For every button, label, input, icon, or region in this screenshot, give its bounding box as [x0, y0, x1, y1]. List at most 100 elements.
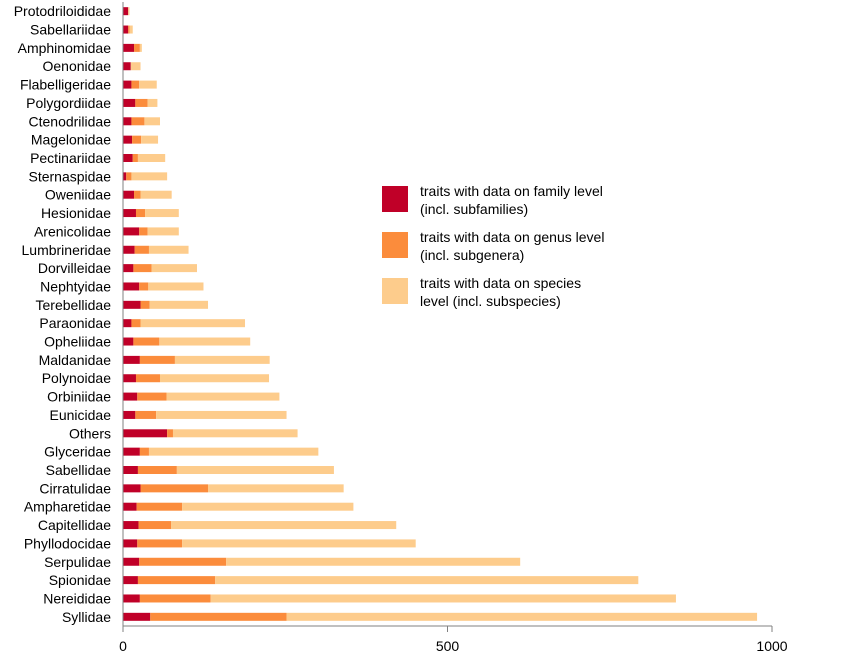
category-label-sabellidae: Sabellidae: [46, 462, 112, 478]
bar-segment-genus-maldanidae: [139, 355, 175, 364]
bar-segment-family-phyllodocidae: [123, 539, 138, 548]
category-label-paraonidae: Paraonidae: [39, 315, 111, 331]
bar-segment-species-sabellidae: [176, 466, 334, 474]
bar-segment-genus-pectinariidae: [132, 154, 138, 162]
legend-label-species-line1: traits with data on species: [420, 275, 582, 291]
category-label-eunicidae: Eunicidae: [50, 407, 112, 423]
bar-segment-family-nereididae: [123, 594, 140, 603]
bar-segment-species-hesionidae: [145, 209, 179, 218]
bar-segment-family-spionidae: [123, 576, 138, 585]
bar-segment-species-cirratulidae: [208, 484, 344, 493]
bar-segment-genus-sternaspidae: [126, 172, 132, 181]
bar-segment-species-sabellariidae: [129, 25, 133, 34]
bar-segment-species-oweniidae: [140, 190, 172, 199]
bar-segment-family-flabelligeridae: [123, 80, 132, 89]
bars-group: [123, 7, 758, 621]
category-label-maldanidae: Maldanidae: [39, 352, 112, 368]
x-axis-ticks: 0 500 1000: [119, 626, 788, 654]
bar-segment-family-oenonidae: [123, 62, 131, 71]
bar-segment-species-syllidae: [286, 612, 758, 621]
legend-item-family: traits with data on family level (incl. …: [382, 182, 632, 218]
bar-segment-family-eunicidae: [123, 410, 136, 419]
legend-label-genus-line2: (incl. subgenera): [420, 247, 525, 263]
bar-segment-family-others: [123, 429, 168, 438]
category-label-capitellidae: Capitellidae: [38, 517, 111, 533]
bar-segment-family-paraonidae: [123, 319, 132, 328]
legend-item-genus: traits with data on genus level (incl. s…: [382, 228, 632, 264]
category-label-spionidae: Spionidae: [49, 572, 111, 588]
category-label-protodriloididae: Protodriloididae: [14, 3, 111, 19]
bar-segment-family-terebellidae: [123, 300, 141, 309]
legend-label-family-line1: traits with data on family level: [420, 183, 603, 199]
bar-segment-genus-phyllodocidae: [137, 539, 183, 548]
bar-segment-species-ctenodrilidae: [144, 117, 160, 126]
bar-segment-species-arenicolidae: [147, 227, 179, 236]
bar-segment-family-ctenodrilidae: [123, 117, 132, 126]
bar-segment-genus-arenicolidae: [139, 227, 148, 236]
bar-segment-family-capitellidae: [123, 521, 139, 530]
bar-segment-family-maldanidae: [123, 355, 140, 364]
x-tick-label-0: 0: [119, 638, 127, 654]
bar-segment-genus-sabellidae: [137, 466, 177, 474]
category-label-polynoidae: Polynoidae: [42, 370, 111, 386]
bar-segment-family-polygordiidae: [123, 98, 136, 107]
category-label-orbiniidae: Orbiniidae: [47, 389, 111, 405]
legend-swatch-species: [382, 278, 408, 304]
bar-segment-genus-nereididae: [139, 594, 211, 603]
bar-segment-family-sabellariidae: [123, 25, 129, 34]
bar-segment-species-phyllodocidae: [182, 539, 416, 548]
bar-segment-genus-serpulidae: [139, 557, 227, 566]
bar-segment-family-sternaspidae: [123, 172, 127, 181]
bar-segment-species-glyceridae: [148, 447, 319, 456]
category-label-sternaspidae: Sternaspidae: [28, 168, 111, 184]
category-label-opheliidae: Opheliidae: [44, 334, 111, 350]
legend-item-species: traits with data on species level (incl.…: [382, 274, 632, 310]
bar-segment-genus-hesionidae: [135, 209, 146, 218]
bar-segment-family-cirratulidae: [123, 484, 141, 493]
legend-swatch-family: [382, 186, 408, 212]
category-label-arenicolidae: Arenicolidae: [34, 223, 111, 239]
bar-segment-genus-ampharetidae: [136, 502, 183, 511]
bar-segment-family-opheliidae: [123, 337, 134, 346]
category-label-ctenodrilidae: Ctenodrilidae: [29, 113, 112, 129]
category-label-dorvilleidae: Dorvilleidae: [38, 260, 111, 276]
bar-segment-genus-glyceridae: [139, 447, 149, 456]
bar-segment-species-opheliidae: [159, 337, 251, 346]
bar-segment-genus-polygordiidae: [135, 98, 148, 107]
x-tick-label-500: 500: [436, 638, 460, 654]
bar-segment-genus-nephtyidae: [139, 282, 149, 291]
category-label-flabelligeridae: Flabelligeridae: [20, 77, 111, 93]
bar-segment-genus-dorvilleidae: [133, 264, 152, 273]
category-label-oweniidae: Oweniidae: [45, 187, 111, 203]
bar-segment-species-spionidae: [215, 576, 639, 585]
bar-segment-family-protodriloididae: [123, 7, 129, 16]
bar-segment-species-nephtyidae: [148, 282, 204, 291]
bar-segment-family-serpulidae: [123, 557, 140, 566]
x-tick-label-1000: 1000: [756, 638, 787, 654]
bar-segment-genus-oweniidae: [134, 190, 141, 199]
bar-segment-genus-magelonidae: [132, 135, 142, 144]
legend-label-genus-line1: traits with data on genus level: [420, 229, 605, 245]
category-label-others: Others: [69, 425, 111, 441]
bar-segment-genus-flabelligeridae: [131, 80, 140, 89]
category-label-magelonidae: Magelonidae: [31, 132, 111, 148]
bar-segment-species-ampharetidae: [182, 502, 354, 511]
category-label-glyceridae: Glyceridae: [44, 444, 111, 460]
bar-segment-family-arenicolidae: [123, 227, 140, 236]
category-label-amphinomidae: Amphinomidae: [18, 40, 112, 56]
category-label-oenonidae: Oenonidae: [42, 58, 111, 74]
bar-segment-genus-lumbrineridae: [134, 245, 149, 254]
category-label-terebellidae: Terebellidae: [36, 297, 112, 313]
bar-segment-species-lumbrineridae: [148, 245, 189, 254]
bar-segment-species-polygordiidae: [147, 98, 158, 107]
bar-segment-family-nephtyidae: [123, 282, 140, 291]
bar-segment-species-flabelligeridae: [139, 80, 157, 89]
category-label-polygordiidae: Polygordiidae: [26, 95, 111, 111]
bar-segment-family-oweniidae: [123, 190, 135, 199]
category-labels: Protodriloididae Sabellariidae Amphinomida…: [14, 3, 112, 625]
bar-segment-family-magelonidae: [123, 135, 133, 144]
bar-segment-family-ampharetidae: [123, 502, 137, 511]
bar-segment-genus-amphinomidae: [134, 43, 140, 52]
bar-segment-species-others: [172, 429, 298, 438]
